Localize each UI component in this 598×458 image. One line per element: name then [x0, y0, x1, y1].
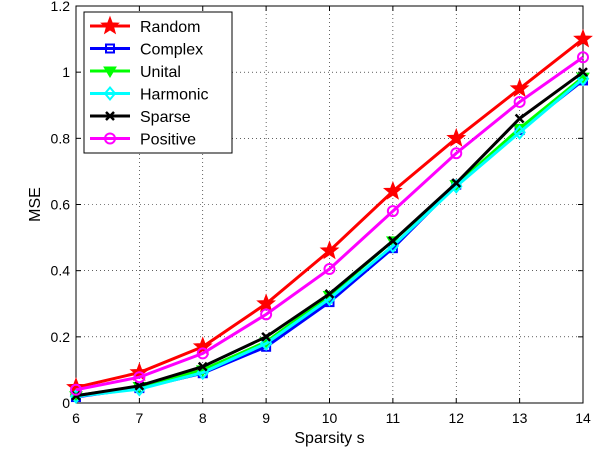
x-tick-label: 14: [575, 410, 591, 426]
data-point-random: [509, 78, 530, 98]
legend-entry-harmonic: Harmonic: [90, 85, 208, 104]
legend-label-random: Random: [140, 19, 200, 36]
data-point-random: [573, 28, 593, 48]
data-point-positive: [386, 205, 399, 218]
y-axis-label: MSE: [27, 187, 44, 222]
series-positive: [70, 51, 589, 396]
series-layer: [66, 28, 593, 404]
series-line-harmonic: [75, 77, 584, 398]
legend-marker-random: [100, 15, 120, 35]
y-tick-label: 0.8: [51, 130, 71, 146]
data-point-random: [256, 293, 277, 313]
legend-marker-harmonic: [103, 85, 117, 102]
legend-marker-positive: [104, 132, 116, 145]
y-tick-label: 0.6: [51, 197, 71, 213]
legend-label-complex: Complex: [140, 42, 203, 59]
series-sparse: [71, 67, 588, 401]
data-point-positive: [260, 308, 273, 321]
legend-label-sparse: Sparse: [140, 109, 191, 126]
legend-entry-unital: Unital: [90, 64, 181, 81]
y-tick-label: 0.2: [51, 329, 71, 345]
legend-marker-sparse: [105, 111, 115, 121]
legend-label-positive: Positive: [140, 132, 196, 149]
data-point-positive: [450, 147, 463, 160]
x-axis-label: Sparsity s: [294, 430, 364, 447]
data-point-random: [382, 180, 403, 200]
y-axis: 0 0.2 0.4 0.6 0.8 1 1.2: [51, 0, 583, 411]
x-tick-label: 6: [72, 410, 80, 426]
data-point-sparse: [134, 380, 145, 391]
data-point-positive: [513, 95, 526, 108]
data-point-random: [319, 240, 340, 260]
data-point-sparse: [514, 113, 525, 124]
legend-box: [83, 11, 233, 154]
data-point-sparse: [387, 236, 398, 246]
data-point-sparse: [324, 288, 335, 299]
x-tick-label: 12: [448, 410, 464, 426]
data-point-positive: [70, 383, 82, 396]
data-point-sparse: [451, 178, 462, 188]
data-point-sparse: [261, 331, 272, 342]
legend-entry-positive: Positive: [90, 132, 196, 149]
x-tick-label: 10: [322, 410, 338, 426]
legend: Random Complex Unital Harmonic Sparse Positiv…: [83, 11, 233, 154]
data-point-sparse: [197, 361, 208, 372]
legend-label-unital: Unital: [140, 64, 181, 81]
data-point-positive: [133, 371, 146, 384]
x-tick-label: 9: [262, 410, 270, 426]
x-tick-label: 11: [386, 410, 401, 426]
data-point-positive: [323, 263, 336, 276]
legend-entry-random: Random: [90, 15, 200, 36]
y-tick-label: 0: [62, 395, 70, 411]
legend-entry-sparse: Sparse: [90, 109, 191, 126]
data-point-random: [192, 336, 213, 356]
data-point-positive: [196, 347, 209, 360]
data-point-harmonic: [513, 124, 526, 140]
y-tick-label: 0.4: [51, 263, 71, 279]
x-tick-label: 8: [199, 410, 207, 426]
x-axis: 6 7 8 9 10 11 12 13 14: [72, 6, 591, 426]
legend-marker-unital: [103, 66, 117, 78]
data-point-positive: [577, 51, 589, 64]
y-tick-label: 1: [62, 64, 70, 80]
data-point-sparse: [578, 67, 588, 78]
y-tick-label: 1.2: [51, 0, 71, 14]
data-point-random: [446, 127, 467, 147]
x-tick-label: 7: [135, 410, 143, 426]
legend-label-harmonic: Harmonic: [140, 87, 208, 104]
x-tick-label: 13: [512, 410, 528, 426]
series-line-positive: [75, 56, 584, 392]
legend-marker-complex: [105, 43, 115, 54]
legend-entry-complex: Complex: [90, 42, 203, 59]
